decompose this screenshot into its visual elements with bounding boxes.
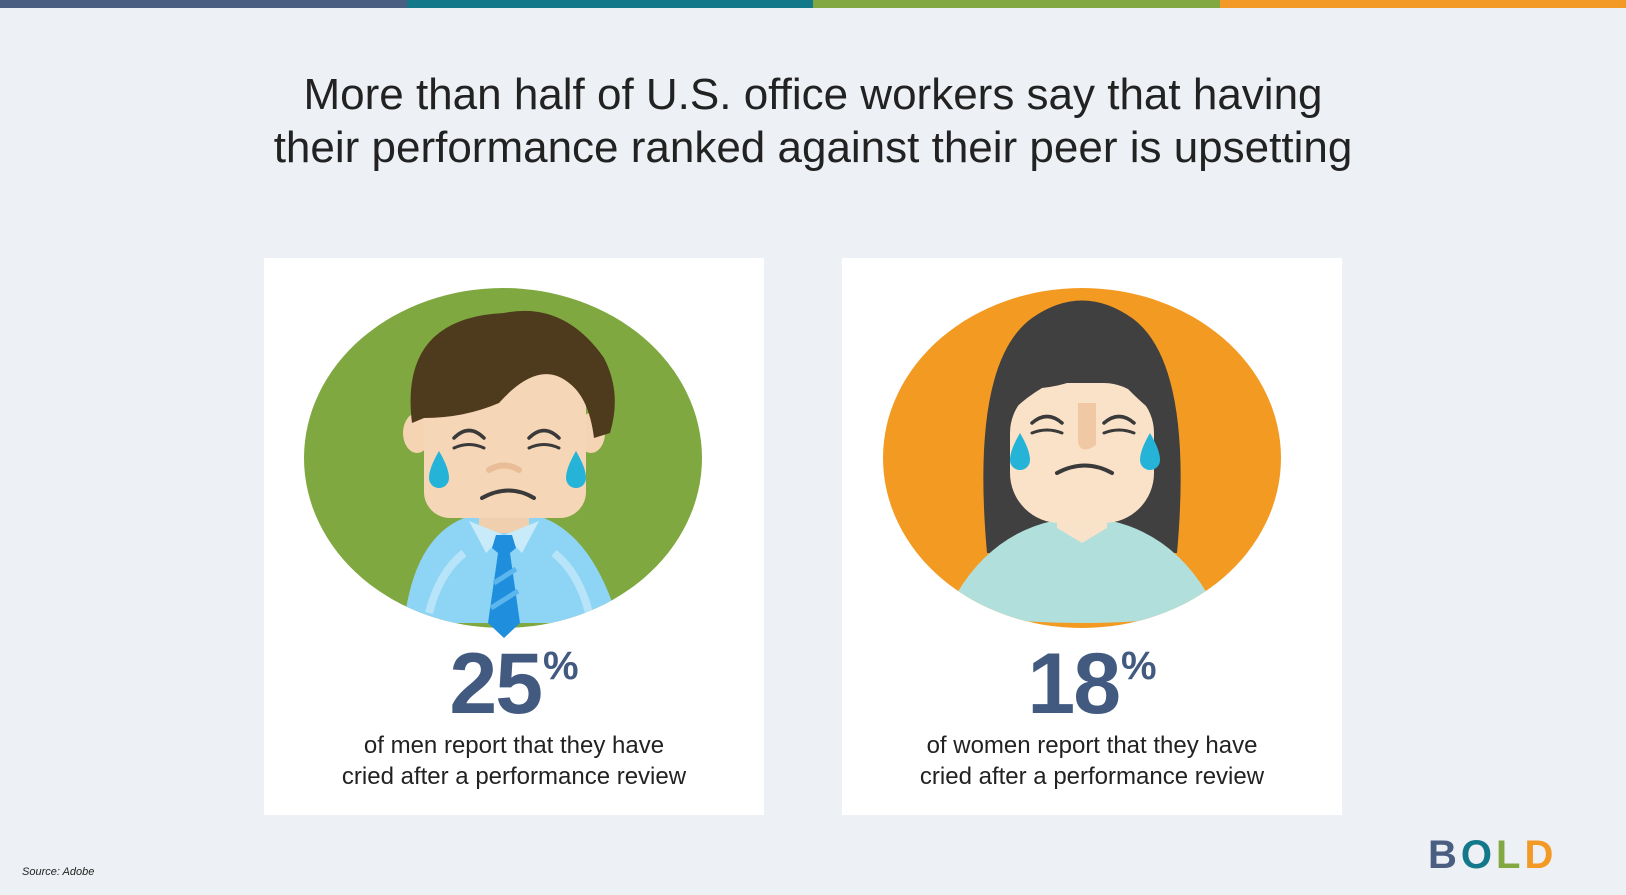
men-stat-description: of men report that they have cried after… — [264, 730, 764, 792]
women-percent-stat: 18% — [842, 638, 1342, 730]
top-bar-segment-2 — [406, 0, 813, 8]
women-desc-line-2: cried after a performance review — [919, 763, 1265, 790]
top-bar-segment-1 — [0, 0, 407, 8]
page-title: More than half of U.S. office workers sa… — [0, 68, 1626, 174]
top-bar-segment-3 — [813, 0, 1220, 8]
logo-letter-b: B — [1428, 833, 1461, 877]
crying-woman-icon — [883, 288, 1281, 628]
women-desc-line-1: of women report that they have — [926, 732, 1258, 759]
title-line-1: More than half of U.S. office workers sa… — [303, 70, 1323, 119]
top-bar-segment-4 — [1219, 0, 1626, 8]
men-percent-stat: 25% — [264, 638, 764, 730]
source-note: Source: Adobe — [22, 866, 95, 878]
women-stat-description: of women report that they have cried aft… — [842, 730, 1342, 792]
men-desc-line-1: of men report that they have — [363, 732, 665, 759]
men-percent-value: 25 — [449, 636, 543, 732]
women-stat-card: 18% of women report that they have cried… — [842, 258, 1342, 815]
logo-letter-l: L — [1496, 833, 1525, 877]
logo-letter-d: D — [1524, 833, 1558, 877]
women-percent-sign: % — [1121, 644, 1157, 688]
men-desc-line-2: cried after a performance review — [341, 763, 687, 790]
bold-logo: BOLD — [1428, 835, 1557, 875]
logo-letter-o: O — [1460, 833, 1497, 877]
crying-man-icon — [304, 288, 702, 638]
men-percent-sign: % — [543, 644, 579, 688]
men-stat-card: 25% of men report that they have cried a… — [264, 258, 764, 815]
women-percent-value: 18 — [1027, 636, 1121, 732]
top-color-bar — [0, 0, 1626, 8]
title-line-2: their performance ranked against their p… — [273, 123, 1353, 172]
